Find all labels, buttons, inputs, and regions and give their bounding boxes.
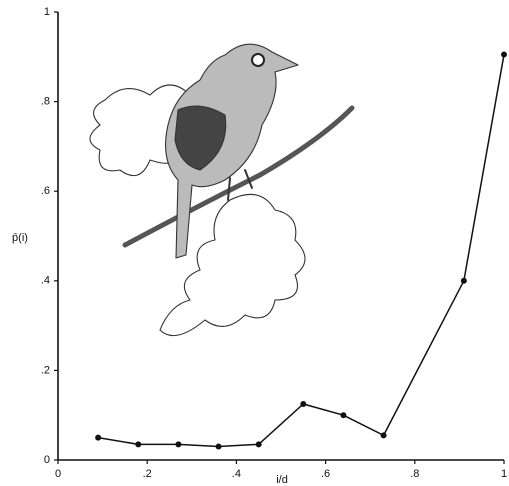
data-point [300, 401, 306, 407]
data-point [501, 52, 507, 58]
data-point [175, 441, 181, 447]
data-point [461, 278, 467, 284]
x-tick-label: .8 [410, 468, 419, 480]
data-point [340, 412, 346, 418]
y-axis-label: p̄(i) [12, 232, 28, 244]
data-point [216, 444, 222, 450]
y-tick-label: .6 [41, 185, 50, 197]
y-tick-label: .8 [41, 96, 50, 108]
data-point [381, 432, 387, 438]
x-tick-label: .2 [143, 468, 152, 480]
x-tick-label: 1 [501, 468, 507, 480]
eye [252, 54, 264, 66]
y-tick-label: 1 [44, 6, 50, 18]
data-point [256, 441, 262, 447]
x-tick-label: .6 [321, 468, 330, 480]
data-line [98, 55, 504, 447]
x-tick-label: 0 [55, 468, 61, 480]
x-tick-label: .4 [232, 468, 241, 480]
bird-illustration [90, 44, 352, 335]
data-point [95, 435, 101, 441]
data-point [135, 441, 141, 447]
x-axis-label: i/d [276, 474, 288, 486]
y-tick-label: .4 [41, 275, 50, 287]
y-tick-label: 0 [44, 454, 50, 466]
chart: p̄(i) i/d 0 .2 .4 .6 .8 1 0 .2 .4 .6 .8 1 [0, 0, 509, 486]
y-tick-label: .2 [41, 364, 50, 376]
